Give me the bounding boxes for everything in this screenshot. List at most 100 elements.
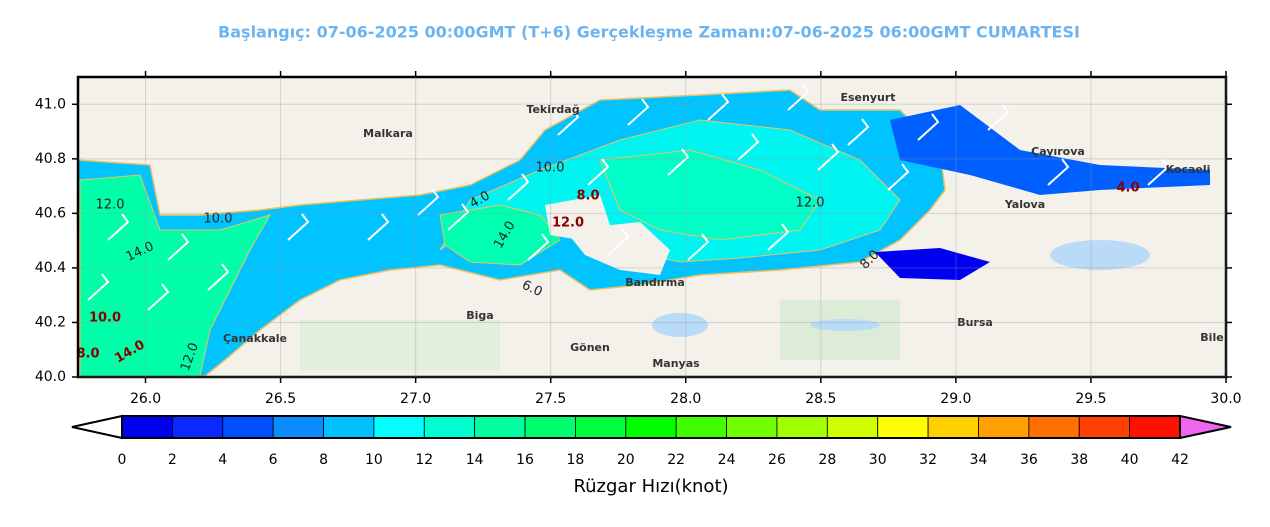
colorbar-bin <box>675 415 727 439</box>
contour-label: 10.0 <box>536 161 565 176</box>
place: Bile <box>1200 331 1223 344</box>
contour-label: 8.0 <box>576 189 599 204</box>
x-tick-label: 28.0 <box>670 391 701 407</box>
colorbar-bin <box>222 415 274 439</box>
colorbar-tick-label: 20 <box>617 452 635 468</box>
wind-barb <box>87 273 110 301</box>
map-base <box>77 77 1226 377</box>
colorbar-tick-label: 22 <box>667 452 685 468</box>
y-tick-label: 40.6 <box>35 205 66 221</box>
colorbar-tick-label: 38 <box>1070 452 1088 468</box>
colorbar-bin <box>776 415 828 439</box>
colorbar-bin <box>524 415 576 439</box>
colorbar-extension <box>71 414 123 440</box>
colorbar-bin <box>171 415 224 439</box>
x-tick-label: 30.0 <box>1210 391 1241 407</box>
colorbar-bin <box>877 415 929 439</box>
colorbar-tick-label: 2 <box>168 452 177 468</box>
place: Bursa <box>957 316 993 329</box>
y-tick-label: 41.0 <box>35 96 66 112</box>
colorbar-bin <box>625 415 677 439</box>
y-tick-label: 40.4 <box>35 260 66 276</box>
colorbar-tick-label: 40 <box>1121 452 1139 468</box>
wind-barb <box>207 263 230 291</box>
map-frame <box>76 75 1228 379</box>
x-tick-label: 27.0 <box>400 391 431 407</box>
x-tick-label: 26.0 <box>130 391 161 407</box>
place: Çanakkale <box>223 332 287 345</box>
wind-barb <box>507 173 530 201</box>
colorbar-bin <box>323 415 375 439</box>
place: Esenyurt <box>840 91 895 104</box>
y-tick-label: 40.0 <box>35 369 66 385</box>
wind-barbs <box>87 83 1170 311</box>
contour-label: 12.0 <box>96 198 125 213</box>
place: Malkara <box>363 127 413 140</box>
colorbar-bin <box>726 415 778 439</box>
wind-barb <box>587 158 610 186</box>
y-tick-label: 40.2 <box>35 314 66 330</box>
colorbar-bin <box>927 415 979 439</box>
colorbar-bin <box>373 415 425 439</box>
wind-barb <box>527 233 550 261</box>
wind-barb <box>847 118 870 146</box>
wind-barb <box>707 93 730 121</box>
y-tick-label: 40.8 <box>35 151 66 167</box>
contour-label: 8.0 <box>76 347 99 362</box>
colorbar-label: Rüzgar Hızı(knot) <box>573 476 728 497</box>
colorbar-bin <box>1028 415 1080 439</box>
colorbar-tick-label: 8 <box>319 452 328 468</box>
wind-barb <box>1147 158 1170 186</box>
contour-label: 10.0 <box>89 311 121 326</box>
x-tick-label: 29.0 <box>940 391 971 407</box>
colorbar-bin <box>423 415 476 439</box>
wind-barb <box>287 213 310 241</box>
colorbar-tick-label: 6 <box>269 452 278 468</box>
colorbar-bin <box>978 415 1030 439</box>
wind-barb <box>787 83 810 111</box>
colorbar-tick-label: 42 <box>1171 452 1189 468</box>
colorbar-tick-label: 30 <box>869 452 887 468</box>
wind-barb <box>737 133 760 161</box>
colorbar-tick-label: 32 <box>919 452 937 468</box>
contour-label: 12.0 <box>796 196 825 211</box>
wind-barb <box>167 233 190 261</box>
wind-barb <box>987 103 1010 131</box>
colorbar-tick-label: 26 <box>768 452 786 468</box>
colorbar-bin <box>826 415 879 439</box>
contour-label: 12.0 <box>552 216 584 231</box>
x-tick-label: 26.5 <box>265 391 296 407</box>
place: Bandırma <box>625 276 685 289</box>
wind-barb <box>767 223 790 251</box>
colorbar-tick-label: 10 <box>365 452 383 468</box>
place: Tekirdağ <box>526 103 579 116</box>
wind-barb <box>817 143 840 171</box>
colorbar-extension <box>1179 414 1232 440</box>
place: Yalova <box>1004 198 1045 211</box>
colorbar-tick-label: 36 <box>1020 452 1038 468</box>
x-tick-label: 27.5 <box>535 391 566 407</box>
wind-barb <box>147 283 170 311</box>
place: Biga <box>466 309 493 322</box>
x-tick-label: 28.5 <box>805 391 836 407</box>
wind-barb <box>917 113 940 141</box>
x-tick-label: 29.5 <box>1075 391 1106 407</box>
contour-label: 4.0 <box>1116 181 1139 196</box>
wind-barb <box>447 203 470 231</box>
place: Gönen <box>570 341 610 354</box>
wind-barb <box>607 228 630 256</box>
wind-barb <box>1047 158 1070 186</box>
wind-barb <box>667 148 690 176</box>
colorbar-tick-label: 24 <box>718 452 736 468</box>
colorbar-tick-label: 16 <box>516 452 534 468</box>
title: Başlangıç: 07-06-2025 00:00GMT (T+6) Ger… <box>218 23 1080 42</box>
place: Kocaeli <box>1166 163 1211 176</box>
wind-barb <box>557 108 580 136</box>
contour-label: 10.0 <box>204 212 233 227</box>
colorbar-frame <box>121 415 1181 439</box>
wind-barb <box>107 213 130 241</box>
wind-barb <box>367 213 390 241</box>
colorbar-bin <box>474 415 526 439</box>
colorbar-bin <box>272 415 324 439</box>
